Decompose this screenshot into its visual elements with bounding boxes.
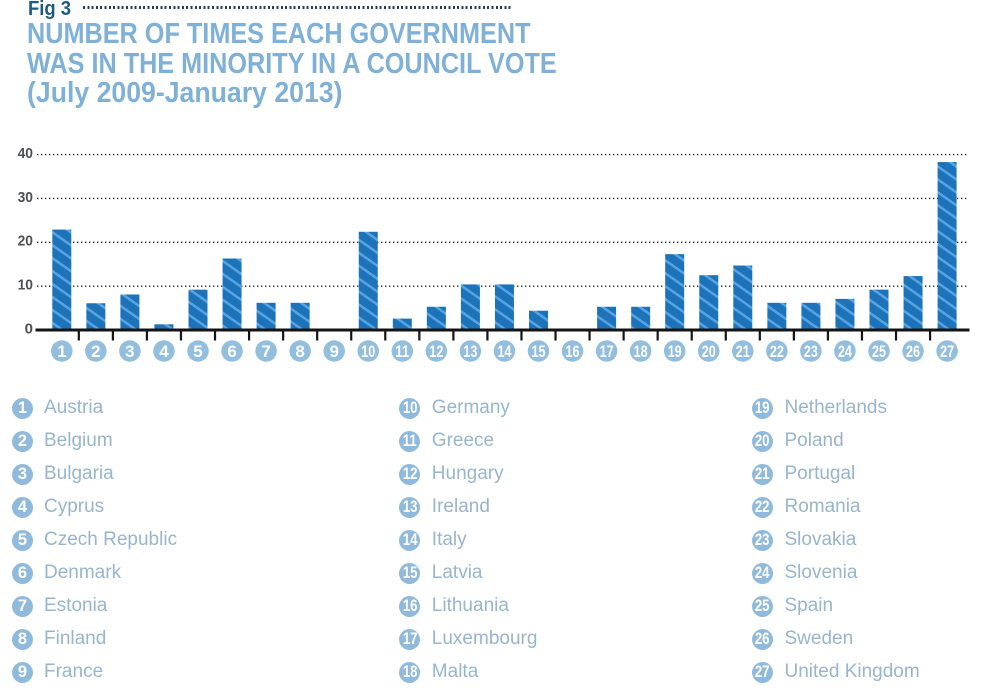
svg-text:1: 1: [57, 342, 66, 361]
svg-text:19: 19: [668, 342, 682, 361]
svg-text:18: 18: [634, 342, 648, 361]
svg-text:17: 17: [600, 342, 614, 361]
svg-text:2: 2: [91, 342, 100, 361]
svg-text:10: 10: [18, 276, 33, 293]
svg-text:26: 26: [906, 342, 920, 361]
svg-text:40: 40: [18, 145, 33, 162]
svg-text:20: 20: [18, 233, 33, 250]
svg-text:16: 16: [566, 342, 580, 361]
svg-text:25: 25: [872, 342, 886, 361]
svg-text:15: 15: [532, 342, 546, 361]
svg-text:11: 11: [395, 342, 409, 361]
svg-text:8: 8: [295, 342, 304, 361]
svg-text:4: 4: [159, 342, 169, 361]
svg-text:10: 10: [361, 342, 375, 361]
svg-text:12: 12: [429, 342, 443, 361]
svg-text:13: 13: [463, 342, 477, 361]
svg-text:5: 5: [193, 342, 202, 361]
svg-text:21: 21: [736, 342, 750, 361]
svg-text:3: 3: [125, 342, 134, 361]
svg-text:22: 22: [770, 342, 784, 361]
svg-text:27: 27: [940, 342, 954, 361]
svg-text:14: 14: [497, 342, 511, 361]
svg-text:20: 20: [702, 342, 716, 361]
svg-text:23: 23: [804, 342, 818, 361]
svg-text:7: 7: [261, 342, 270, 361]
svg-text:30: 30: [18, 189, 33, 206]
svg-text:24: 24: [838, 342, 852, 361]
svg-text:6: 6: [227, 342, 236, 361]
svg-text:0: 0: [25, 320, 33, 337]
svg-text:9: 9: [329, 342, 338, 361]
